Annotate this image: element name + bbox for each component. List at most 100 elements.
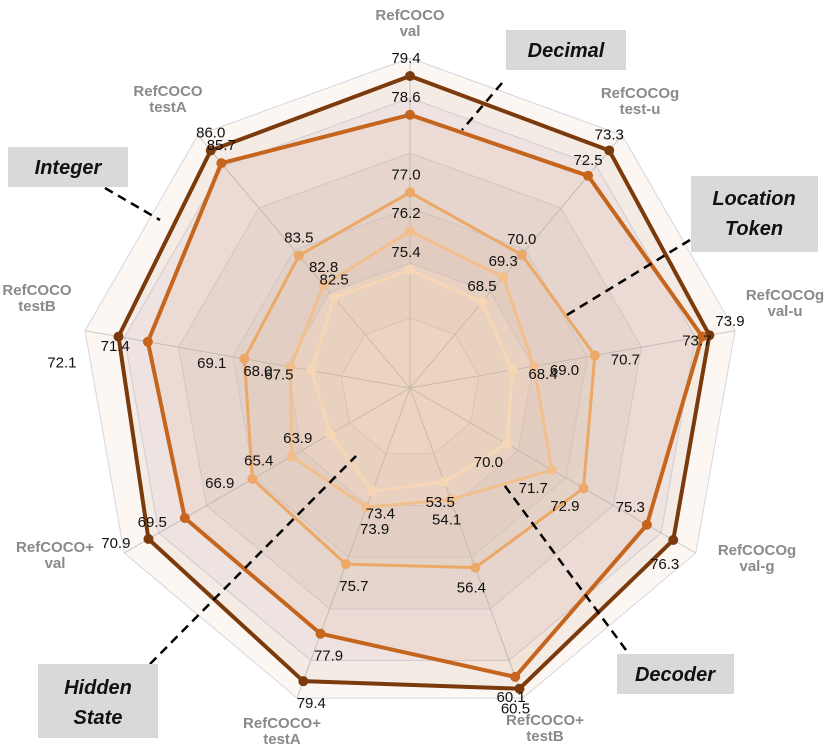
- data-point: [507, 364, 518, 375]
- callout-line-integer: [104, 186, 161, 222]
- value-label: 79.4: [297, 695, 326, 712]
- series-fill: [118, 76, 710, 689]
- callout-line-hidden-state: [149, 455, 357, 665]
- value-label: 85.7: [207, 137, 236, 154]
- callout-line-location-token: [561, 238, 691, 320]
- value-label: 78.6: [391, 89, 420, 106]
- value-label: 73.4: [366, 505, 395, 522]
- callout-decoder: Decoder: [617, 654, 734, 694]
- axis-label: RefCOCO testB: [2, 282, 72, 315]
- value-label: 82.5: [320, 272, 349, 289]
- data-point: [589, 350, 600, 361]
- value-label: 72.5: [573, 152, 602, 169]
- callout-location-token: Location Token: [691, 176, 818, 252]
- series-fill: [311, 270, 513, 492]
- data-point: [516, 249, 527, 260]
- data-point: [528, 361, 539, 372]
- data-point: [501, 439, 512, 449]
- value-label: 83.5: [284, 230, 313, 247]
- value-label: 75.7: [339, 578, 368, 595]
- series-callouts: Decimal Integer Location Token Decoder Hi…: [8, 30, 818, 738]
- value-label: 71.7: [519, 480, 548, 497]
- callout-integer: Integer: [8, 147, 128, 187]
- data-point: [113, 331, 124, 342]
- data-point: [325, 429, 336, 439]
- data-point: [498, 271, 509, 282]
- grid-spoke: [197, 134, 411, 389]
- value-label: 76.3: [650, 556, 679, 573]
- series-line: [289, 229, 554, 509]
- grid-spoke: [409, 330, 736, 389]
- data-point: [205, 145, 216, 156]
- data-point: [439, 476, 450, 487]
- grid-spoke: [296, 387, 411, 699]
- data-point: [329, 292, 340, 303]
- data-point: [315, 628, 326, 639]
- callout-line-decimal: [461, 82, 503, 131]
- value-labels: 79.4 73.3 73.9 76.3 60.5 79.4 70.9 72.1 86.0 78.6…: [47, 50, 744, 718]
- series-fill: [147, 114, 703, 677]
- series-lines: [116, 74, 712, 691]
- value-label: 73.7: [682, 332, 711, 349]
- value-label: 79.4: [391, 50, 420, 67]
- value-label: 82.8: [309, 259, 338, 276]
- radar-grid: [84, 57, 736, 699]
- value-label: 65.4: [244, 453, 273, 470]
- value-label: 77.9: [314, 648, 343, 665]
- data-point: [293, 250, 304, 261]
- value-label: 68.4: [528, 366, 557, 383]
- value-label: 76.2: [391, 205, 420, 222]
- series-line: [145, 112, 705, 679]
- data-point: [361, 502, 372, 513]
- data-point: [510, 671, 521, 682]
- value-label: 72.9: [550, 498, 579, 515]
- value-label: 86.0: [196, 125, 225, 142]
- data-point: [578, 483, 589, 494]
- axis-label: RefCOCO+ testB: [506, 712, 584, 745]
- data-point: [143, 534, 154, 544]
- value-label: 56.4: [457, 580, 486, 597]
- data-point: [445, 494, 456, 505]
- axis-label: RefCOCO val: [375, 7, 445, 40]
- series-fills: [118, 76, 710, 689]
- data-point: [179, 513, 190, 523]
- value-label: 66.9: [205, 475, 234, 492]
- value-label: 54.1: [432, 512, 461, 529]
- data-point: [239, 353, 250, 364]
- value-label: 77.0: [391, 166, 420, 183]
- grid-spoke: [123, 387, 411, 554]
- axis-label: RefCOCOg val-g: [718, 542, 796, 575]
- axis-label: RefCOCOg test-u: [601, 85, 679, 118]
- value-label: 75.4: [391, 244, 420, 261]
- value-label: 67.5: [264, 367, 293, 384]
- value-label: 73.9: [360, 521, 389, 538]
- value-label: 70.0: [474, 454, 503, 471]
- data-point: [697, 331, 708, 342]
- axis-label: RefCOCOg val-u: [746, 287, 824, 320]
- value-label: 69.1: [197, 355, 226, 372]
- axis-labels: RefCOCO val RefCOCOg test-u RefCOCOg val-u Ref…: [2, 7, 824, 748]
- value-label: 60.1: [497, 689, 526, 706]
- callout-integer-label: Integer: [35, 157, 103, 179]
- data-point: [318, 279, 329, 290]
- data-point: [405, 109, 415, 120]
- value-label: 60.5: [501, 701, 530, 718]
- data-point: [405, 226, 415, 237]
- value-label: 73.9: [715, 313, 744, 330]
- value-label: 72.1: [47, 355, 76, 372]
- data-point: [216, 158, 227, 169]
- callout-decimal-label: Decimal: [528, 40, 605, 62]
- callout-hidden-state-label: Hidden State: [64, 677, 132, 729]
- data-point: [546, 464, 557, 475]
- value-label: 70.9: [101, 535, 130, 552]
- data-point: [306, 365, 317, 376]
- series-points: [113, 71, 715, 694]
- value-label: 70.7: [611, 351, 640, 368]
- data-point: [405, 71, 415, 81]
- data-point: [142, 336, 153, 347]
- data-point: [247, 474, 258, 484]
- data-point: [476, 297, 487, 308]
- value-label: 73.3: [595, 127, 624, 144]
- callout-hidden-state: Hidden State: [38, 664, 158, 738]
- series-line: [116, 74, 712, 691]
